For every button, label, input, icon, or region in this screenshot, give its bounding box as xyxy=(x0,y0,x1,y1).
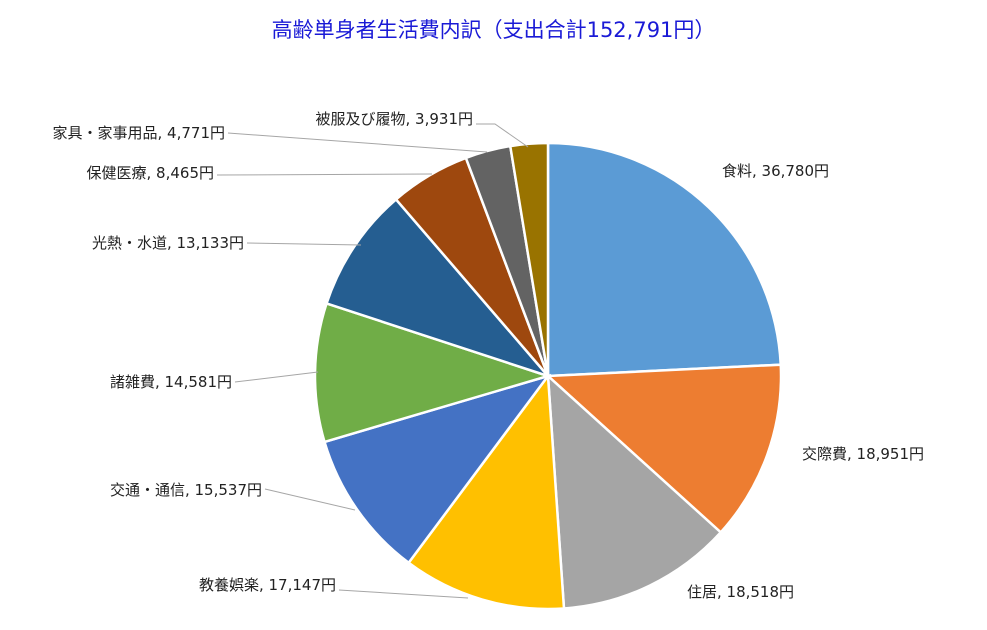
slice-label-5: 交通・通信, 15,537円 xyxy=(110,481,262,499)
slice-label-1: 食料, 36,780円 xyxy=(722,162,829,180)
pie-slice-3 xyxy=(546,372,723,610)
slice-label-2: 交際費, 18,951円 xyxy=(802,445,924,463)
leader-line-4 xyxy=(338,589,469,599)
leader-line-5 xyxy=(264,488,356,511)
leader-line-6 xyxy=(234,371,319,383)
leader-line-8 xyxy=(216,173,433,176)
pie-slice-10 xyxy=(508,141,550,377)
slice-label-3: 住居, 18,518円 xyxy=(687,583,794,601)
pie-slice-1 xyxy=(546,141,783,378)
leader-line-9 xyxy=(227,132,488,153)
slice-label-6: 諸雑費, 14,581円 xyxy=(110,373,232,391)
leader-line-10 xyxy=(476,123,529,148)
chart-title: 高齢単身者生活費内訳（支出合計152,791円） xyxy=(271,18,716,42)
slice-label-8: 保健医療, 8,465円 xyxy=(87,164,214,182)
slice-label-7: 光熱・水道, 13,133円 xyxy=(92,234,244,252)
slice-label-4: 教養娯楽, 17,147円 xyxy=(199,576,336,594)
slice-label-10: 被服及び履物, 3,931円 xyxy=(316,110,473,128)
pie-slice-7 xyxy=(325,197,552,379)
pie-slice-2 xyxy=(544,363,783,535)
slice-label-9: 家具・家事用品, 4,771円 xyxy=(53,124,225,142)
leader-line-7 xyxy=(246,242,362,246)
pie-slice-5 xyxy=(322,373,552,565)
pie-slice-4 xyxy=(406,372,566,611)
pie-slices xyxy=(313,141,783,611)
leader-lines xyxy=(216,123,529,599)
